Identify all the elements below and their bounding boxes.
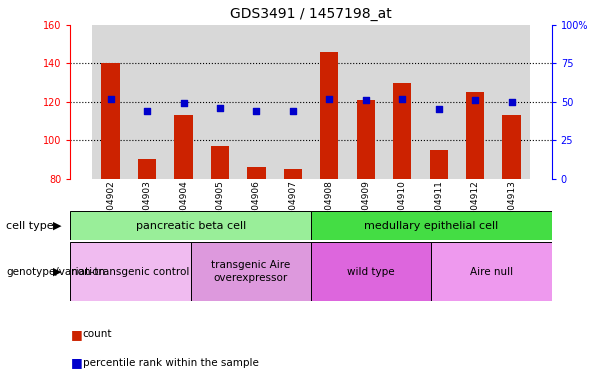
Bar (393, 83, 411, 179)
Bar (421, 25, 457, 179)
Bar (275, 25, 311, 179)
Bar (247, 167, 265, 179)
Bar (384, 25, 421, 179)
Bar (191, 242, 311, 301)
Bar (70, 242, 191, 301)
Text: ■: ■ (70, 356, 82, 369)
Bar (284, 169, 302, 179)
Text: medullary epithelial cell: medullary epithelial cell (364, 220, 498, 231)
Text: Aire null: Aire null (470, 266, 513, 277)
Bar (430, 150, 448, 179)
Bar (70, 211, 311, 240)
Text: ▶: ▶ (53, 220, 62, 231)
Text: pancreatic beta cell: pancreatic beta cell (135, 220, 246, 231)
Text: ▶: ▶ (53, 266, 62, 277)
Text: genotype/variation: genotype/variation (6, 266, 105, 277)
Text: wild type: wild type (348, 266, 395, 277)
Bar (211, 146, 229, 179)
Text: cell type: cell type (6, 220, 54, 231)
Bar (466, 92, 484, 179)
Title: GDS3491 / 1457198_at: GDS3491 / 1457198_at (230, 7, 392, 21)
Bar (166, 25, 202, 179)
Text: transgenic Aire
overexpressor: transgenic Aire overexpressor (211, 260, 291, 283)
Bar (138, 159, 156, 179)
Text: ■: ■ (70, 328, 82, 341)
Text: count: count (83, 329, 112, 339)
Point (105, 96, 115, 102)
Point (397, 96, 407, 102)
Bar (493, 25, 530, 179)
Point (324, 96, 334, 102)
Bar (238, 25, 275, 179)
Bar (93, 25, 129, 179)
Bar (432, 242, 552, 301)
Bar (311, 211, 552, 240)
Bar (320, 52, 338, 179)
Point (178, 100, 188, 106)
Bar (348, 25, 384, 179)
Bar (503, 115, 520, 179)
Point (215, 105, 225, 111)
Point (361, 97, 371, 103)
Point (288, 108, 298, 114)
Bar (102, 63, 120, 179)
Text: non-transgenic control: non-transgenic control (72, 266, 190, 277)
Bar (311, 242, 432, 301)
Point (251, 108, 261, 114)
Point (470, 97, 480, 103)
Bar (202, 25, 238, 179)
Bar (174, 115, 192, 179)
Point (507, 99, 517, 105)
Point (142, 108, 152, 114)
Bar (457, 25, 493, 179)
Bar (129, 25, 166, 179)
Point (434, 106, 444, 113)
Text: percentile rank within the sample: percentile rank within the sample (83, 358, 259, 368)
Bar (311, 25, 348, 179)
Bar (357, 100, 375, 179)
